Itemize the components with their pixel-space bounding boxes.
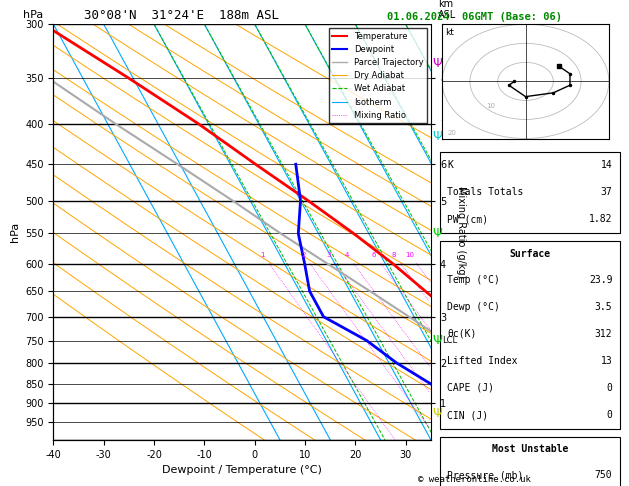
Text: 750: 750 [595, 470, 613, 480]
Text: Ψ: Ψ [432, 407, 442, 419]
Text: 20: 20 [448, 130, 457, 136]
Y-axis label: hPa: hPa [9, 222, 19, 242]
Text: 14: 14 [601, 160, 613, 170]
Text: 2: 2 [301, 252, 306, 258]
Text: 13: 13 [601, 356, 613, 366]
Text: Temp (°C): Temp (°C) [447, 275, 500, 284]
Text: PW (cm): PW (cm) [447, 214, 489, 225]
Text: Pressure (mb): Pressure (mb) [447, 470, 524, 480]
Text: 6: 6 [372, 252, 376, 258]
Text: K: K [447, 160, 454, 170]
Text: Ψ: Ψ [432, 57, 442, 69]
Text: Dewp (°C): Dewp (°C) [447, 302, 500, 312]
Text: θc(K): θc(K) [447, 329, 477, 339]
Text: Ψ: Ψ [432, 227, 442, 240]
Text: 0: 0 [606, 383, 613, 393]
Text: CIN (J): CIN (J) [447, 410, 489, 420]
Text: 10: 10 [487, 103, 496, 109]
Text: 3.5: 3.5 [595, 302, 613, 312]
Text: 23.9: 23.9 [589, 275, 613, 284]
Bar [440, 152, 620, 233]
Text: kt: kt [445, 28, 454, 37]
Text: 3: 3 [326, 252, 331, 258]
Text: Surface: Surface [509, 248, 550, 259]
Bar [440, 241, 620, 429]
X-axis label: Dewpoint / Temperature (°C): Dewpoint / Temperature (°C) [162, 465, 322, 475]
Text: km
ASL: km ASL [438, 0, 457, 20]
Text: 30°08'N  31°24'E  188m ASL: 30°08'N 31°24'E 188m ASL [84, 9, 279, 22]
Text: 4: 4 [345, 252, 349, 258]
Text: 10: 10 [405, 252, 415, 258]
Text: 01.06.2024  06GMT (Base: 06): 01.06.2024 06GMT (Base: 06) [387, 12, 562, 22]
Text: Lifted Index: Lifted Index [447, 356, 518, 366]
Text: 1: 1 [260, 252, 265, 258]
Text: 1.82: 1.82 [589, 214, 613, 225]
Bar [440, 437, 620, 486]
Text: hPa: hPa [23, 10, 43, 20]
Text: CAPE (J): CAPE (J) [447, 383, 494, 393]
Text: 37: 37 [601, 187, 613, 197]
Y-axis label: Mixing Ratio (g/kg): Mixing Ratio (g/kg) [455, 186, 465, 278]
Text: 8: 8 [392, 252, 396, 258]
Text: 312: 312 [595, 329, 613, 339]
Legend: Temperature, Dewpoint, Parcel Trajectory, Dry Adiabat, Wet Adiabat, Isotherm, Mi: Temperature, Dewpoint, Parcel Trajectory… [329, 29, 426, 123]
Text: Ψ: Ψ [432, 334, 442, 347]
Text: Totals Totals: Totals Totals [447, 187, 524, 197]
Text: Most Unstable: Most Unstable [492, 444, 568, 454]
Text: Ψ: Ψ [432, 130, 442, 142]
Text: © weatheronline.co.uk: © weatheronline.co.uk [418, 474, 532, 484]
Text: 0: 0 [606, 410, 613, 420]
Text: LCL: LCL [442, 336, 457, 345]
